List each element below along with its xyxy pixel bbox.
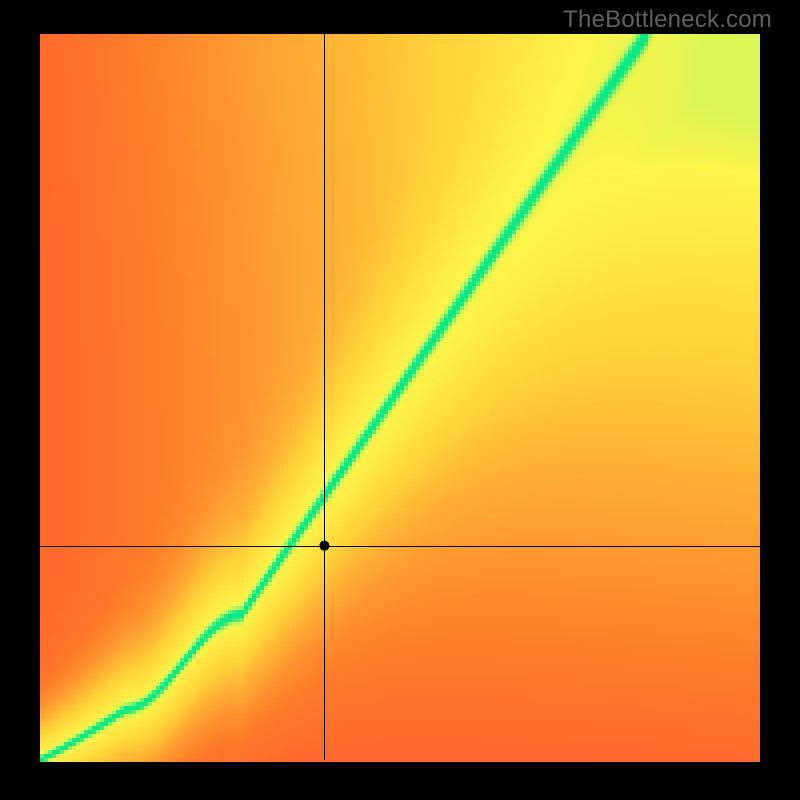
chart-container: { "watermark": { "text": "TheBottleneck.… [0, 0, 800, 800]
bottleneck-heatmap [0, 0, 800, 800]
watermark-text: TheBottleneck.com [563, 6, 772, 34]
